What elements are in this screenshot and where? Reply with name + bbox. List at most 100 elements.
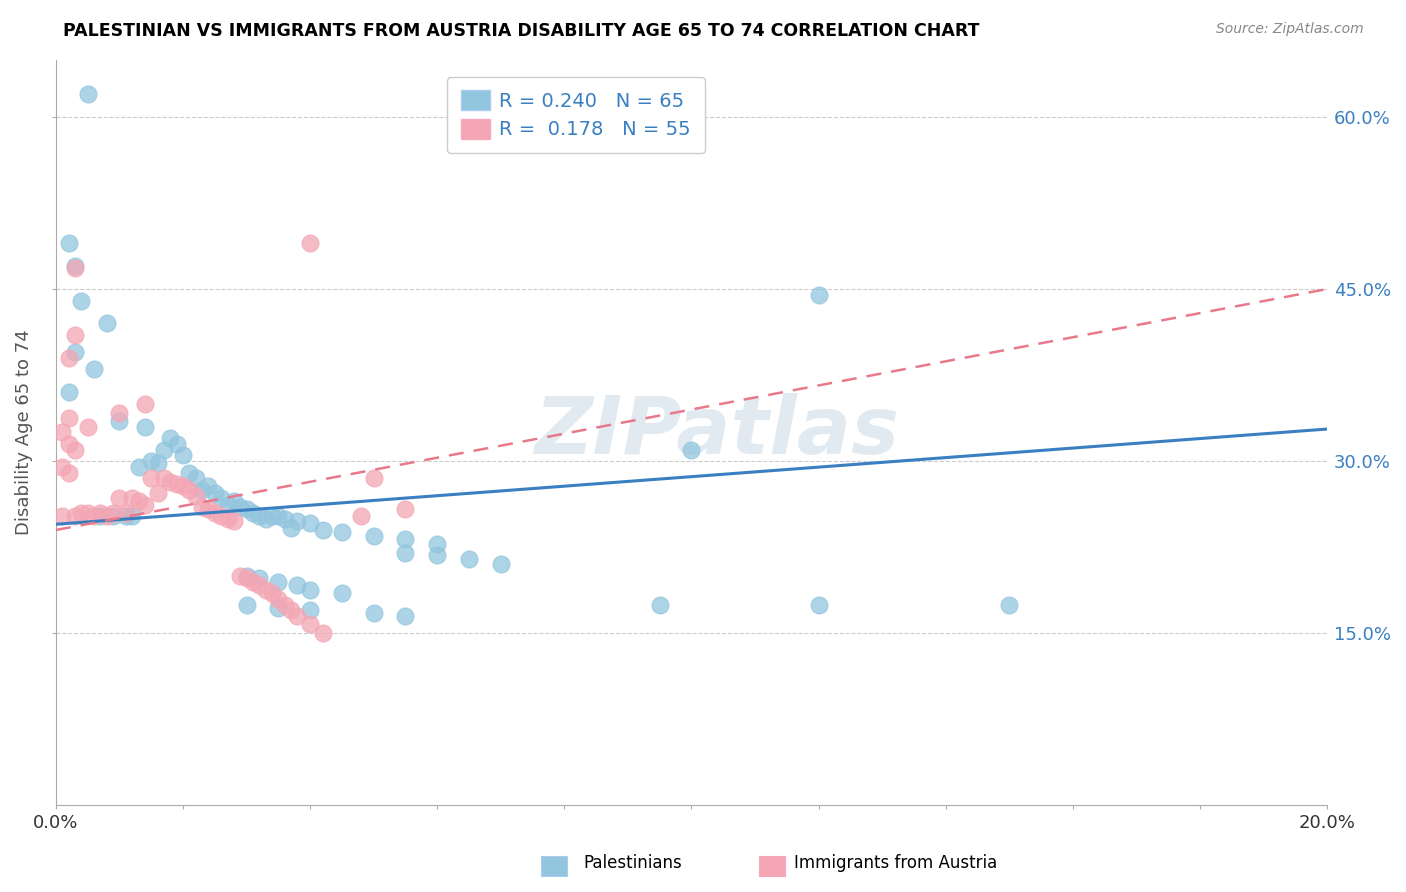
Point — [83, 509, 105, 524]
Point — [254, 582, 277, 597]
Point — [63, 328, 86, 343]
Point — [287, 609, 309, 624]
Point — [299, 582, 322, 597]
Point — [247, 578, 270, 592]
Point — [191, 483, 214, 497]
Point — [76, 506, 98, 520]
Point — [179, 466, 201, 480]
Point — [204, 486, 226, 500]
Point — [242, 574, 264, 589]
Point — [128, 459, 150, 474]
Point — [235, 502, 257, 516]
Point — [108, 414, 131, 428]
Point — [287, 514, 309, 528]
Point — [108, 491, 131, 505]
Point — [330, 525, 353, 540]
Point — [209, 491, 232, 505]
Point — [128, 494, 150, 508]
Point — [394, 609, 416, 624]
Point — [70, 293, 93, 308]
Point — [267, 574, 290, 589]
Point — [172, 479, 194, 493]
Point — [235, 598, 257, 612]
Point — [260, 509, 283, 524]
Point — [681, 442, 703, 457]
Point — [58, 385, 80, 400]
Point — [58, 437, 80, 451]
Point — [83, 362, 105, 376]
Point — [363, 471, 385, 485]
Point — [141, 471, 163, 485]
Point — [235, 569, 257, 583]
Point — [166, 437, 188, 451]
Point — [134, 397, 156, 411]
Point — [426, 548, 449, 562]
Point — [184, 471, 207, 485]
Point — [191, 500, 214, 514]
Y-axis label: Disability Age 65 to 74: Disability Age 65 to 74 — [15, 330, 32, 535]
Point — [63, 442, 86, 457]
Text: Immigrants from Austria: Immigrants from Austria — [794, 855, 998, 872]
Point — [273, 511, 295, 525]
Point — [58, 236, 80, 251]
Point — [489, 558, 512, 572]
Point — [426, 537, 449, 551]
Text: Palestinians: Palestinians — [583, 855, 682, 872]
Point — [204, 506, 226, 520]
Point — [58, 351, 80, 365]
Point — [159, 431, 181, 445]
Legend: R = 0.240   N = 65, R =  0.178   N = 55: R = 0.240 N = 65, R = 0.178 N = 55 — [447, 77, 704, 153]
Point — [260, 586, 283, 600]
Point — [63, 509, 86, 524]
Point — [394, 546, 416, 560]
Point — [101, 506, 124, 520]
Point — [51, 459, 73, 474]
Point — [146, 486, 169, 500]
Point — [242, 506, 264, 520]
Point — [229, 569, 252, 583]
Point — [153, 442, 176, 457]
Point — [299, 236, 322, 251]
Point — [235, 571, 257, 585]
Point — [101, 509, 124, 524]
Point — [63, 259, 86, 273]
Point — [394, 532, 416, 546]
Point — [179, 483, 201, 497]
Point — [172, 449, 194, 463]
Point — [51, 425, 73, 440]
Point — [141, 454, 163, 468]
Point — [299, 603, 322, 617]
Point — [273, 598, 295, 612]
Point — [134, 419, 156, 434]
Point — [299, 516, 322, 530]
Point — [350, 509, 373, 524]
Point — [96, 509, 118, 524]
Point — [330, 586, 353, 600]
Point — [267, 509, 290, 524]
Point — [51, 509, 73, 524]
Point — [229, 500, 252, 514]
Point — [76, 419, 98, 434]
Point — [222, 514, 245, 528]
Point — [217, 511, 239, 525]
Point — [70, 506, 93, 520]
Point — [96, 317, 118, 331]
Point — [998, 598, 1021, 612]
Point — [58, 410, 80, 425]
Point — [166, 477, 188, 491]
Point — [287, 578, 309, 592]
Point — [153, 471, 176, 485]
Point — [108, 406, 131, 420]
Text: Source: ZipAtlas.com: Source: ZipAtlas.com — [1216, 22, 1364, 37]
Point — [209, 509, 232, 524]
Point — [121, 509, 143, 524]
Point — [114, 506, 136, 520]
Point — [146, 457, 169, 471]
Point — [89, 506, 111, 520]
Point — [197, 502, 219, 516]
Point — [807, 598, 830, 612]
Point — [89, 509, 111, 524]
Point — [267, 601, 290, 615]
Point — [312, 523, 335, 537]
Point — [222, 494, 245, 508]
